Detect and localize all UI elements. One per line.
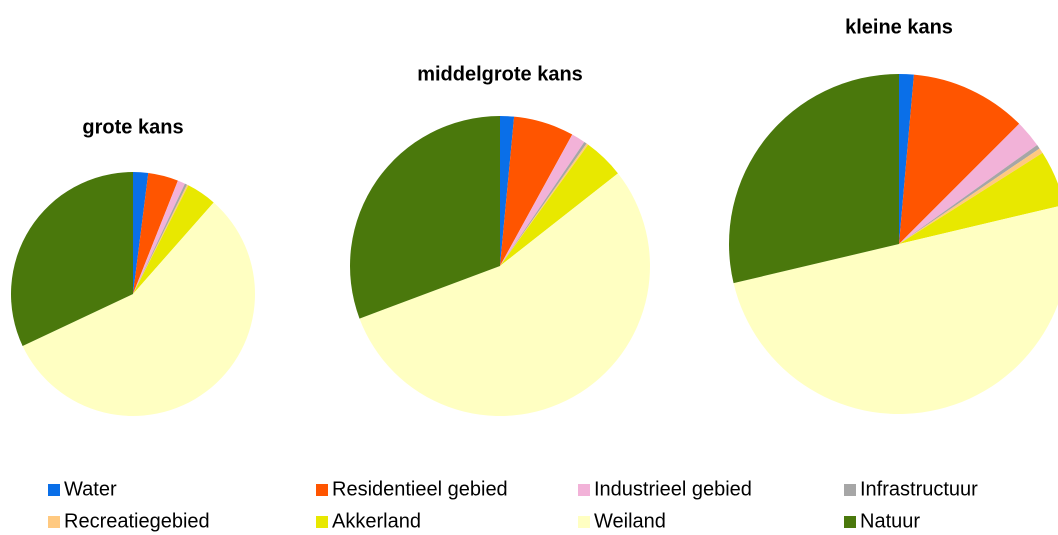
chart-title: grote kans <box>82 116 183 138</box>
chart-title: middelgrote kans <box>417 63 583 85</box>
legend-swatch <box>844 484 856 496</box>
pie-slice <box>133 172 178 294</box>
pie-slice <box>133 180 185 294</box>
legend-swatch <box>316 484 328 496</box>
pie-slice <box>729 74 899 284</box>
pie-slice <box>899 144 1040 244</box>
legend-label: Water <box>64 478 117 500</box>
legend-label: Infrastructuur <box>860 478 978 500</box>
pie-slice <box>359 173 650 417</box>
legend-swatch <box>48 516 60 528</box>
pie-slice <box>500 134 585 266</box>
legend-label: Akkerland <box>332 510 421 532</box>
pie-slice <box>22 202 256 417</box>
legend-label: Industrieel gebied <box>594 478 752 500</box>
legend-label: Weiland <box>594 510 666 532</box>
pie-slice <box>899 148 1043 244</box>
legend-label: Recreatiegebied <box>64 510 210 532</box>
pie-slice <box>500 144 618 266</box>
pie-slice <box>733 206 1058 414</box>
legend-label: Natuur <box>860 510 920 532</box>
legend-swatch <box>578 516 590 528</box>
pie-slice <box>133 185 214 294</box>
pie-slice <box>133 172 149 294</box>
legend-swatch <box>48 484 60 496</box>
legend-swatch <box>316 516 328 528</box>
pie-slice <box>500 116 515 266</box>
pie-slice <box>899 123 1038 244</box>
legend-label: Residentieel gebied <box>332 478 508 500</box>
pie-slice <box>133 183 188 294</box>
pie-slice <box>500 143 589 266</box>
pie-slice <box>899 152 1058 244</box>
pie-slice <box>899 74 1020 244</box>
pie-slice <box>350 116 500 319</box>
pie-slice <box>500 116 573 266</box>
pie-slice <box>899 74 914 244</box>
pie-slice <box>500 141 587 266</box>
legend-swatch <box>844 516 856 528</box>
chart-title: kleine kans <box>845 16 953 38</box>
pie-slice <box>10 172 134 346</box>
legend-swatch <box>578 484 590 496</box>
pie-slice <box>133 184 189 294</box>
